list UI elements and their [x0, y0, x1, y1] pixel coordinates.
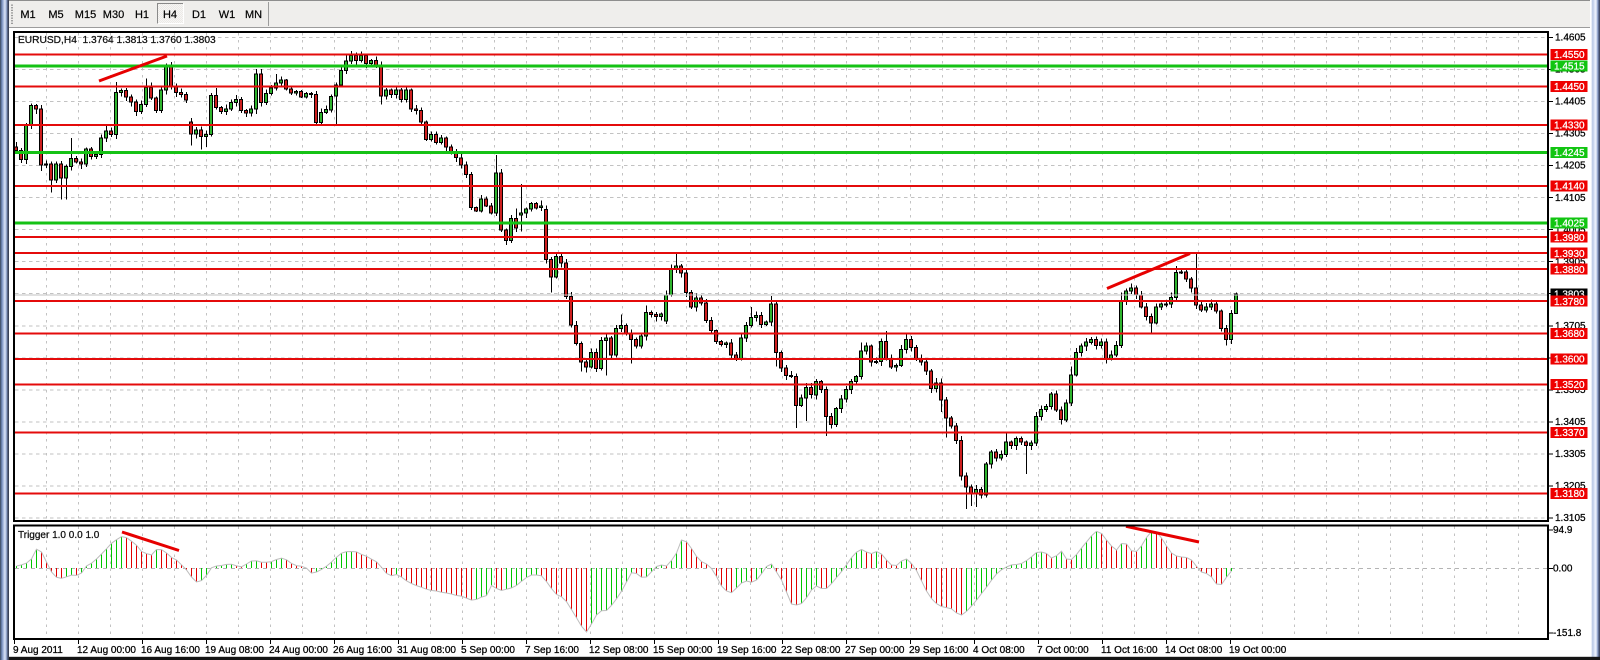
svg-text:1.4605: 1.4605	[1555, 33, 1586, 44]
svg-text:H4: H4	[163, 9, 177, 21]
svg-text:1.3980: 1.3980	[1554, 233, 1585, 244]
svg-text:27 Sep 00:00: 27 Sep 00:00	[845, 645, 905, 656]
svg-text:14 Oct 08:00: 14 Oct 08:00	[1165, 645, 1223, 656]
svg-text:1.4450: 1.4450	[1554, 82, 1585, 93]
svg-text:26 Aug 16:00: 26 Aug 16:00	[333, 645, 392, 656]
svg-text:M5: M5	[48, 9, 63, 21]
svg-text:94.9: 94.9	[1553, 525, 1573, 536]
svg-text:16 Aug 16:00: 16 Aug 16:00	[141, 645, 200, 656]
svg-text:1.4405: 1.4405	[1555, 97, 1586, 108]
svg-text:0.00: 0.00	[1553, 564, 1573, 575]
svg-text:12 Aug 00:00: 12 Aug 00:00	[77, 645, 136, 656]
svg-text:19 Oct 00:00: 19 Oct 00:00	[1229, 645, 1287, 656]
svg-text:D1: D1	[192, 9, 206, 21]
svg-text:1.3680: 1.3680	[1554, 329, 1585, 340]
svg-text:1.3405: 1.3405	[1555, 417, 1586, 428]
svg-text:1.4550: 1.4550	[1554, 50, 1585, 61]
svg-text:1.3305: 1.3305	[1555, 449, 1586, 460]
svg-text:24 Aug 00:00: 24 Aug 00:00	[269, 645, 328, 656]
svg-text:1.3520: 1.3520	[1554, 380, 1585, 391]
svg-text:11 Oct 16:00: 11 Oct 16:00	[1101, 645, 1158, 656]
svg-text:19 Sep 16:00: 19 Sep 16:00	[717, 645, 777, 656]
svg-text:12 Sep 08:00: 12 Sep 08:00	[589, 645, 649, 656]
svg-text:1.3180: 1.3180	[1554, 489, 1585, 500]
svg-text:MN: MN	[245, 9, 262, 21]
svg-text:15 Sep 00:00: 15 Sep 00:00	[653, 645, 713, 656]
svg-text:H1: H1	[135, 9, 149, 21]
svg-text:19 Aug 08:00: 19 Aug 08:00	[205, 645, 264, 656]
svg-text:1.4005: 1.4005	[1555, 225, 1586, 236]
svg-text:1.3600: 1.3600	[1554, 355, 1585, 366]
svg-text:1.3803: 1.3803	[1554, 290, 1585, 301]
svg-text:1.3205: 1.3205	[1555, 481, 1586, 492]
svg-text:22 Sep 08:00: 22 Sep 08:00	[781, 645, 841, 656]
svg-text:5 Sep 00:00: 5 Sep 00:00	[461, 645, 515, 656]
svg-text:Trigger 1.0 0.0 1.0: Trigger 1.0 0.0 1.0	[18, 530, 100, 541]
svg-text:1.4105: 1.4105	[1555, 193, 1586, 204]
svg-text:1.3370: 1.3370	[1554, 428, 1585, 439]
svg-text:M15: M15	[75, 9, 96, 21]
svg-text:1.4515: 1.4515	[1554, 61, 1585, 72]
svg-text:M30: M30	[103, 9, 124, 21]
svg-text:M1: M1	[20, 9, 35, 21]
svg-text:7 Oct 00:00: 7 Oct 00:00	[1037, 645, 1089, 656]
svg-text:1.3930: 1.3930	[1554, 249, 1585, 260]
svg-text:1.4025: 1.4025	[1554, 218, 1585, 229]
svg-text:1.4330: 1.4330	[1554, 121, 1585, 132]
svg-text:29 Sep 16:00: 29 Sep 16:00	[909, 645, 969, 656]
svg-text:1.3880: 1.3880	[1554, 265, 1585, 276]
svg-text:9 Aug 2011: 9 Aug 2011	[13, 645, 63, 656]
svg-text:1.4205: 1.4205	[1555, 161, 1586, 172]
svg-text:1.4140: 1.4140	[1554, 182, 1585, 193]
svg-text:1.3905: 1.3905	[1555, 257, 1586, 268]
svg-text:1.4245: 1.4245	[1554, 148, 1585, 159]
svg-text:1.4305: 1.4305	[1555, 129, 1586, 140]
svg-text:7 Sep 16:00: 7 Sep 16:00	[525, 645, 579, 656]
svg-text:-151.8: -151.8	[1553, 628, 1582, 639]
svg-text:W1: W1	[219, 9, 236, 21]
svg-text:EURUSD,H4 1.3764 1.3813 1.376: EURUSD,H4 1.3764 1.3813 1.3760 1.3803	[18, 35, 216, 46]
svg-text:1.3105: 1.3105	[1555, 513, 1586, 524]
svg-text:1.3705: 1.3705	[1555, 321, 1586, 332]
svg-text:1.3505: 1.3505	[1555, 385, 1586, 396]
svg-text:4 Oct 08:00: 4 Oct 08:00	[973, 645, 1025, 656]
svg-text:1.3780: 1.3780	[1554, 297, 1585, 308]
svg-text:31 Aug 08:00: 31 Aug 08:00	[397, 645, 456, 656]
